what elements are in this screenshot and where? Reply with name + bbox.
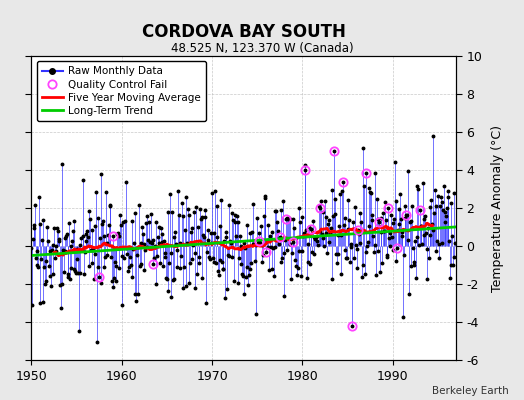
- Text: Berkeley Earth: Berkeley Earth: [432, 386, 508, 396]
- Y-axis label: Temperature Anomaly (°C): Temperature Anomaly (°C): [490, 124, 504, 292]
- Title: CORDOVA BAY SOUTH: CORDOVA BAY SOUTH: [141, 22, 346, 40]
- Legend: Raw Monthly Data, Quality Control Fail, Five Year Moving Average, Long-Term Tren: Raw Monthly Data, Quality Control Fail, …: [37, 61, 206, 121]
- Text: 48.525 N, 123.370 W (Canada): 48.525 N, 123.370 W (Canada): [171, 42, 353, 55]
